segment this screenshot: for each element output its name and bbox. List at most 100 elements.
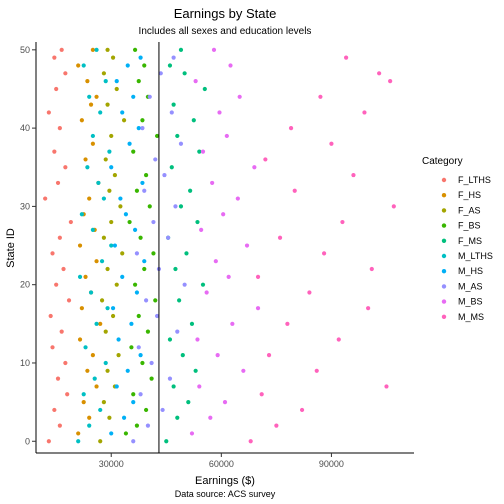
chart-caption: Data source: ACS survey (175, 489, 276, 499)
legend-marker (441, 177, 447, 183)
data-point (134, 423, 140, 428)
data-point (391, 204, 396, 209)
data-point (96, 180, 101, 186)
data-point (114, 86, 119, 92)
data-point (98, 110, 103, 115)
data-point (211, 47, 217, 52)
data-point (94, 94, 99, 99)
data-point (101, 400, 106, 405)
data-point (167, 376, 173, 381)
data-point (52, 55, 57, 60)
data-point (114, 79, 119, 84)
data-point (77, 274, 83, 279)
data-point (63, 71, 68, 76)
legend-label: M_MS (458, 312, 484, 322)
data-point (134, 188, 140, 193)
data-point (169, 110, 174, 115)
data-point (213, 259, 218, 264)
data-point (175, 329, 180, 334)
data-point (90, 47, 95, 52)
data-point (151, 251, 156, 256)
data-point (166, 235, 171, 240)
data-point (99, 259, 105, 264)
data-point (98, 439, 103, 444)
data-point (116, 337, 121, 342)
data-point (171, 102, 176, 107)
data-point (208, 415, 213, 420)
data-point (182, 71, 187, 76)
data-point (142, 266, 147, 272)
data-point (228, 63, 233, 68)
data-point (79, 306, 84, 311)
data-point (162, 172, 167, 178)
data-point (369, 266, 374, 272)
data-point (131, 400, 136, 405)
data-point (252, 165, 257, 170)
data-point (164, 439, 169, 444)
data-point (140, 118, 145, 123)
data-point (138, 55, 143, 60)
data-point (171, 55, 176, 60)
legend-marker (441, 223, 447, 228)
legend-label: F_HS (458, 190, 481, 200)
data-point (210, 180, 215, 186)
data-point (136, 126, 141, 131)
data-point (55, 376, 61, 381)
data-point (105, 102, 110, 107)
data-point (129, 345, 134, 350)
data-point (200, 282, 206, 287)
data-point (109, 219, 114, 225)
data-point (230, 321, 235, 326)
y-axis-title: State ID (5, 228, 17, 268)
x-tick-label: 30000 (99, 459, 124, 469)
data-point (285, 321, 290, 326)
data-point (105, 368, 110, 373)
data-point (145, 423, 151, 428)
data-point (88, 102, 94, 107)
data-point (321, 251, 327, 256)
data-point (87, 423, 92, 428)
data-point (54, 282, 59, 287)
data-point (121, 118, 127, 123)
data-point (178, 204, 184, 209)
data-point (83, 157, 88, 162)
data-point (98, 321, 103, 326)
data-point (85, 79, 90, 84)
data-point (92, 376, 97, 381)
data-point (127, 219, 132, 225)
data-point (76, 431, 81, 436)
data-point (57, 423, 62, 428)
x-tick-label: 90000 (319, 459, 344, 469)
data-point (241, 368, 246, 373)
data-point (151, 219, 156, 225)
data-point (143, 172, 149, 178)
legend: Category F_LTHS F_HS F_AS F_BS F_MS M_LTHS M_H… (422, 156, 493, 322)
data-point (255, 274, 261, 279)
data-point (344, 55, 349, 60)
data-point (136, 345, 141, 350)
data-point (169, 165, 174, 170)
data-point (155, 133, 160, 139)
data-point (149, 376, 154, 381)
data-point (77, 337, 83, 342)
data-point (101, 71, 106, 76)
data-point (65, 392, 70, 397)
data-point (199, 227, 204, 232)
legend-label: M_BS (458, 297, 483, 307)
series-m-lths (76, 47, 114, 444)
data-point (138, 353, 143, 358)
data-point (94, 384, 99, 389)
data-point (136, 79, 141, 84)
data-point (81, 400, 86, 405)
data-point (110, 306, 116, 311)
data-point (184, 251, 189, 256)
data-point (50, 251, 55, 256)
data-point (132, 47, 138, 52)
data-point (138, 235, 143, 240)
data-point (142, 188, 147, 193)
data-point (145, 329, 151, 334)
data-point (351, 172, 356, 178)
data-point (109, 165, 114, 170)
data-point (90, 141, 95, 146)
data-point (277, 235, 283, 240)
